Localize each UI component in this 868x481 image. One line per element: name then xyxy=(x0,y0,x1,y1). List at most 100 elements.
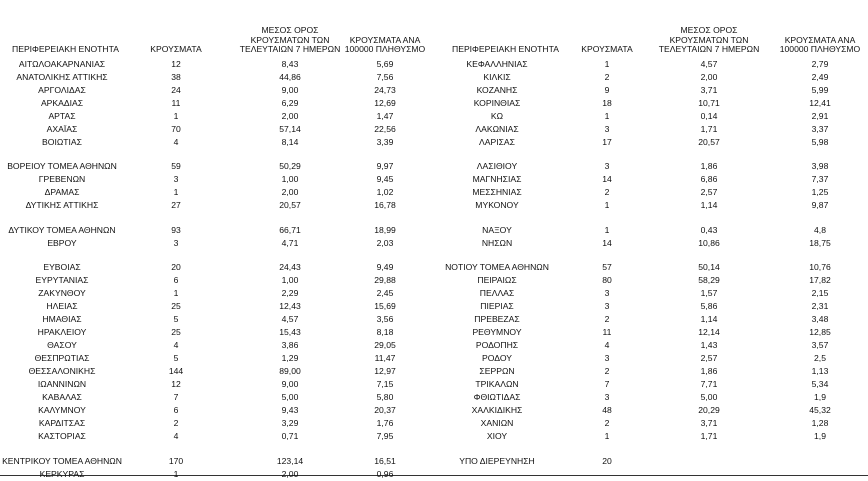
region-name: ΚΑΣΤΟΡΙΑΣ xyxy=(38,431,86,441)
region-name: ΚΑΒΑΛΑΣ xyxy=(42,392,82,402)
cell-value: 2,15 xyxy=(811,288,829,298)
cell-value: 25 xyxy=(171,327,181,337)
cell-value: 1,43 xyxy=(700,340,718,350)
header-cell: ΠΕΡΙΦΕΡΕΙΑΚΗ ΕΝΟΤΗΤΑ xyxy=(12,44,119,55)
cell-value: 2,29 xyxy=(281,288,299,298)
cell-value: 1 xyxy=(173,468,179,479)
cell-value: 8,14 xyxy=(281,136,299,147)
cell-value: 11,47 xyxy=(374,353,396,363)
cell-value: 45,32 xyxy=(809,405,831,415)
cell-value: 5,86 xyxy=(700,301,718,311)
cell-value: 9,45 xyxy=(376,174,394,184)
cell-value: 10,86 xyxy=(698,237,720,248)
cell-value: 1 xyxy=(173,110,179,121)
cell-value: 80 xyxy=(602,275,612,285)
region-name: ΘΕΣΣΑΛΟΝΙΚΗΣ xyxy=(28,366,96,376)
cell-value: 7 xyxy=(604,379,610,389)
header-cell: ΚΡΟΥΣΜΑΤΑ ΑΝΑ 100000 ΠΛΗΘΥΣΜΟ xyxy=(344,34,426,55)
cell-value: 2 xyxy=(173,418,179,428)
cell-value: 3 xyxy=(173,174,179,184)
region-name: ΚΟΖΑΝΗΣ xyxy=(476,84,518,95)
cell-value: 1,00 xyxy=(281,275,299,285)
cell-value: 9,87 xyxy=(811,200,829,210)
cell-value: 123,14 xyxy=(276,455,304,466)
cell-value: 7,95 xyxy=(376,431,394,441)
cell-value: 2,31 xyxy=(811,301,829,311)
region-name: ΚΑΡΔΙΤΣΑΣ xyxy=(38,418,86,428)
cell-value: 66,71 xyxy=(279,224,301,235)
region-name: ΚΕΡΚΥΡΑΣ xyxy=(39,468,85,479)
cell-value: 4 xyxy=(173,340,179,350)
cell-value: 7,56 xyxy=(376,71,394,82)
region-name: ΓΡΕΒΕΝΩΝ xyxy=(38,174,86,184)
cell-value: 59 xyxy=(171,161,181,171)
cell-value: 18,99 xyxy=(374,224,396,235)
cell-value: 8,43 xyxy=(281,58,299,69)
cell-value: 17 xyxy=(602,136,612,147)
cell-value: 5,98 xyxy=(811,136,829,147)
region-name: ΤΡΙΚΑΛΩΝ xyxy=(475,379,519,389)
region-name: ΕΥΒΟΙΑΣ xyxy=(43,262,81,272)
cell-value: 12,43 xyxy=(279,301,301,311)
region-name: ΚΕΦΑΛΛΗΝΙΑΣ xyxy=(466,58,528,69)
cell-value: 1,57 xyxy=(700,288,718,298)
cell-value: 29,88 xyxy=(374,275,396,285)
region-name: ΠΕΙΡΑΙΩΣ xyxy=(477,275,517,285)
bottom-rule xyxy=(0,475,868,476)
region-name: ΝΗΣΩΝ xyxy=(481,237,513,248)
region-name: ΠΕΛΛΑΣ xyxy=(479,288,515,298)
cell-value: 2,00 xyxy=(281,468,299,479)
cell-value: 3,48 xyxy=(811,314,829,324)
cell-value: 3,57 xyxy=(811,340,829,350)
header-cell: ΚΡΟΥΣΜΑΤΑ xyxy=(150,44,202,55)
cell-value: 24 xyxy=(171,84,181,95)
region-name: ΝΟΤΙΟΥ ΤΟΜΕΑ ΑΘΗΝΩΝ xyxy=(445,262,549,272)
cell-value: 1,9 xyxy=(814,431,826,441)
cell-value: 11 xyxy=(602,327,612,337)
region-name: ΡΟΔΟΥ xyxy=(482,353,512,363)
cell-value: 18,75 xyxy=(809,237,831,248)
cell-value: 14 xyxy=(602,174,612,184)
region-name: ΦΘΙΩΤΙΔΑΣ xyxy=(473,392,521,402)
cell-value: 44,86 xyxy=(279,71,301,82)
cell-value: 7,37 xyxy=(811,174,829,184)
cell-value: 8,18 xyxy=(376,327,394,337)
cell-value: 1,14 xyxy=(700,200,718,210)
cell-value: 25 xyxy=(171,301,181,311)
cell-value: 5 xyxy=(173,353,179,363)
cell-value: 70 xyxy=(171,123,181,134)
cell-value: 12,97 xyxy=(374,366,396,376)
cell-value: 38 xyxy=(171,71,181,82)
region-name: ΖΑΚΥΝΘΟΥ xyxy=(38,288,86,298)
cell-value: 0,96 xyxy=(376,468,394,479)
cell-value: 1,86 xyxy=(700,161,718,171)
cell-value: 1,29 xyxy=(281,353,299,363)
cell-value: 2 xyxy=(604,366,610,376)
cell-value: 3,39 xyxy=(376,136,394,147)
cell-value: 2,45 xyxy=(376,288,394,298)
region-name: ΑΝΑΤΟΛΙΚΗΣ ΑΤΤΙΚΗΣ xyxy=(16,71,108,82)
cell-value: 6 xyxy=(173,275,179,285)
region-name: ΒΟΡΕΙΟΥ ΤΟΜΕΑ ΑΘΗΝΩΝ xyxy=(7,161,117,171)
cell-value: 16,51 xyxy=(374,455,396,466)
cell-value: 2,00 xyxy=(281,110,299,121)
region-name: ΧΑΝΙΩΝ xyxy=(480,418,514,428)
cell-value: 12,85 xyxy=(809,327,831,337)
cell-value: 1,9 xyxy=(814,392,826,402)
header-cell: ΜΕΣΟΣ ΟΡΟΣ ΚΡΟΥΣΜΑΤΩΝ ΤΩΝ ΤΕΛΕΥΤΑΙΩΝ 7 Η… xyxy=(658,25,760,55)
region-name: ΣΕΡΡΩΝ xyxy=(479,366,515,376)
region-name: ΘΕΣΠΡΩΤΙΑΣ xyxy=(34,353,90,363)
cell-value: 1,86 xyxy=(700,366,718,376)
cell-value: 1 xyxy=(604,224,610,235)
region-name: ΡΕΘΥΜΝΟΥ xyxy=(472,327,522,337)
cell-value: 12 xyxy=(171,379,181,389)
cell-value: 11 xyxy=(171,97,181,108)
cell-value: 20 xyxy=(602,455,612,466)
cell-value: 4 xyxy=(173,136,179,147)
cell-value: 2 xyxy=(604,418,610,428)
cell-value: 3,71 xyxy=(700,84,718,95)
cell-value: 1 xyxy=(604,200,610,210)
region-name: ΑΙΤΩΛΟΑΚΑΡΝΑΝΙΑΣ xyxy=(18,58,106,69)
cell-value: 4,57 xyxy=(281,314,299,324)
cell-value: 93 xyxy=(171,224,181,235)
